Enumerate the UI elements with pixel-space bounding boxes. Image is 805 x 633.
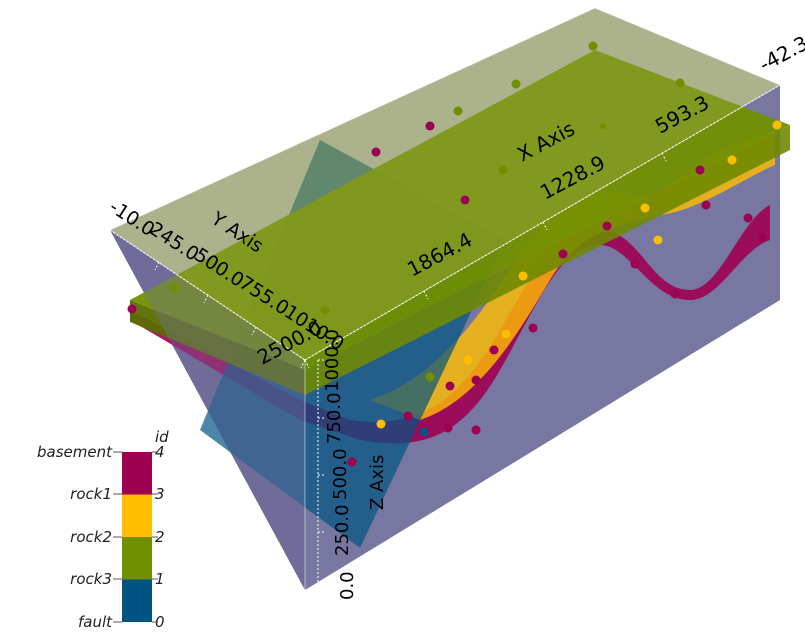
box-top-face (110, 8, 780, 360)
legend-color-band (122, 537, 152, 580)
axis-lines (105, 84, 785, 591)
legend-entry-label: rock1 (70, 485, 112, 503)
y-axis-tick (105, 229, 111, 239)
x-axis-tick (779, 84, 785, 94)
legend-entry-value: 1 (155, 570, 165, 588)
legend-entry-value: 3 (155, 485, 165, 503)
legend-entry-label: rock3 (70, 570, 112, 588)
legend-title: id (155, 428, 169, 446)
y-axis-tick (300, 359, 306, 369)
legend-entry-value: 2 (155, 528, 165, 546)
y-axis-tick (203, 294, 209, 304)
y-axis-tick (154, 261, 160, 271)
legend-entry-label: fault (78, 613, 113, 631)
z-axis-tick-label: 500.0 (330, 448, 351, 500)
y-axis-tick (251, 326, 257, 336)
legend-entry-label: basement (37, 443, 113, 461)
z-axis-tick-label: 250.0 (332, 504, 353, 556)
x-axis-tick (661, 152, 667, 162)
x-axis-line (304, 84, 781, 361)
z-axis-tick-label: 0.0 (337, 571, 358, 600)
z-axis-title: Z Axis (367, 455, 388, 510)
rock2-layer-front (130, 300, 305, 395)
legend-entry-value: 4 (155, 443, 165, 461)
rock2-layer-top (130, 50, 790, 370)
z-axis-tick-label: 1000.0 (322, 329, 343, 392)
rock2-layer-side (305, 125, 790, 395)
legend-color-band (122, 579, 152, 622)
x-axis-tick (304, 359, 310, 369)
box-front-face (110, 230, 305, 590)
legend-entry-label: rock2 (70, 528, 112, 546)
z-axis-tick-label: 750.0 (324, 392, 345, 444)
legend-tick-marks (113, 451, 158, 623)
scalar-bar-legend: id basement rock1 rock2 rock3 fault 4 3 … (37, 428, 169, 631)
x-axis-tick (423, 290, 429, 300)
z-axis: Z Axis 0.0 250.0 500.0 750.0 1000.0 (322, 329, 388, 600)
legend-color-bands (122, 452, 152, 622)
legend-entry-value: 0 (155, 613, 165, 631)
x-axis-tick (542, 221, 548, 231)
legend-color-band (122, 494, 152, 537)
x-axis-tick-label: -42.3 (755, 31, 805, 76)
legend-color-band (122, 452, 152, 495)
data-points (127, 41, 782, 467)
